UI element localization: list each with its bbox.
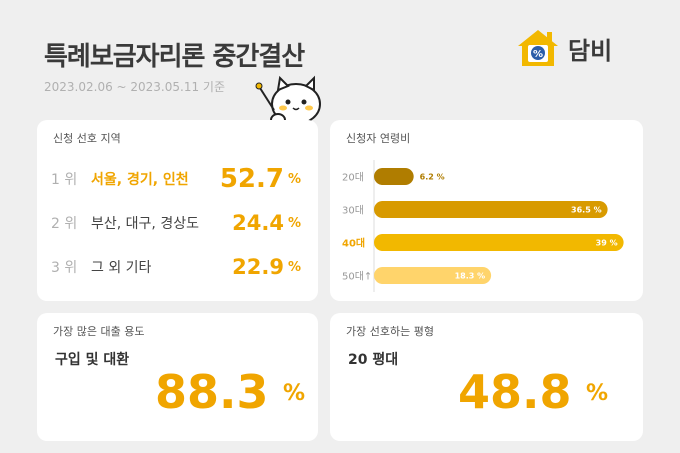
floor-area-card: 가장 선호하는 평형 20 평대 48.8 % — [330, 313, 643, 441]
region-percent: 52.7 — [219, 164, 284, 194]
brand-logo: % 담비 — [516, 28, 612, 68]
date-range: 2023.02.06 ~ 2023.05.11 기준 — [44, 80, 225, 94]
percent-unit: % — [586, 381, 609, 406]
data-label: 6.2 % — [420, 173, 445, 182]
region-card: 신청 선호 지역 1 위 서울, 경기, 인천 52.7 % 2 위 부산, 대… — [37, 120, 318, 301]
rank-number: 1 위 — [51, 172, 78, 188]
floor-area-label: 20 평대 — [348, 352, 399, 368]
age-chart-card: 신청자 연령비 20대 6.2 % 30대 36.5 % 40대 39 % 50대↑ 18.3… — [330, 120, 643, 301]
rank-number: 3 위 — [51, 260, 78, 276]
age-bar-chart: 20대 6.2 % 30대 36.5 % 40대 39 % 50대↑ 18.3 % — [342, 160, 624, 292]
region-row-2: 2 위 부산, 대구, 경상도 24.4 % — [51, 208, 301, 238]
data-label: 36.5 % — [571, 206, 602, 215]
category-label: 50대↑ — [342, 271, 372, 283]
age-bar — [374, 267, 492, 284]
category-label: 30대 — [342, 205, 364, 217]
percent-unit: % — [287, 171, 301, 187]
area-card-title: 가장 선호하는 평형 — [346, 325, 434, 338]
region-label: 부산, 대구, 경상도 — [91, 216, 199, 232]
region-percent: 22.9 — [232, 255, 284, 279]
region-row-3: 3 위 그 외 기타 22.9 % — [51, 252, 301, 282]
category-label: 20대 — [342, 172, 364, 184]
age-chart-title: 신청자 연령비 — [346, 132, 411, 145]
percent-unit: % — [287, 259, 301, 275]
region-card-title: 신청 선호 지역 — [53, 132, 121, 145]
region-row-1: 1 위 서울, 경기, 인천 52.7 % — [51, 164, 301, 194]
svg-text:%: % — [533, 49, 543, 60]
age-bar — [374, 201, 608, 218]
category-label: 40대 — [342, 237, 365, 250]
age-bar — [374, 168, 414, 185]
region-percent: 24.4 — [232, 211, 284, 235]
loan-purpose-label: 구입 및 대환 — [55, 352, 130, 368]
page-title: 특례보금자리론 중간결산 — [44, 42, 305, 72]
loan-purpose-card: 가장 많은 대출 용도 구입 및 대환 88.3 % — [37, 313, 318, 441]
region-label: 서울, 경기, 인천 — [91, 172, 189, 188]
loan-percent: 88.3 — [155, 365, 269, 419]
rank-number: 2 위 — [51, 216, 78, 232]
age-bar — [374, 234, 624, 251]
percent-unit: % — [283, 381, 306, 406]
brand-name: 담비 — [568, 36, 613, 65]
house-percent-icon: % — [518, 30, 558, 66]
loan-card-title: 가장 많은 대출 용도 — [53, 325, 145, 338]
data-label: 39 % — [596, 239, 618, 248]
area-percent: 48.8 — [458, 365, 572, 419]
data-label: 18.3 % — [455, 272, 486, 281]
region-label: 그 외 기타 — [91, 260, 152, 276]
percent-unit: % — [287, 215, 301, 231]
